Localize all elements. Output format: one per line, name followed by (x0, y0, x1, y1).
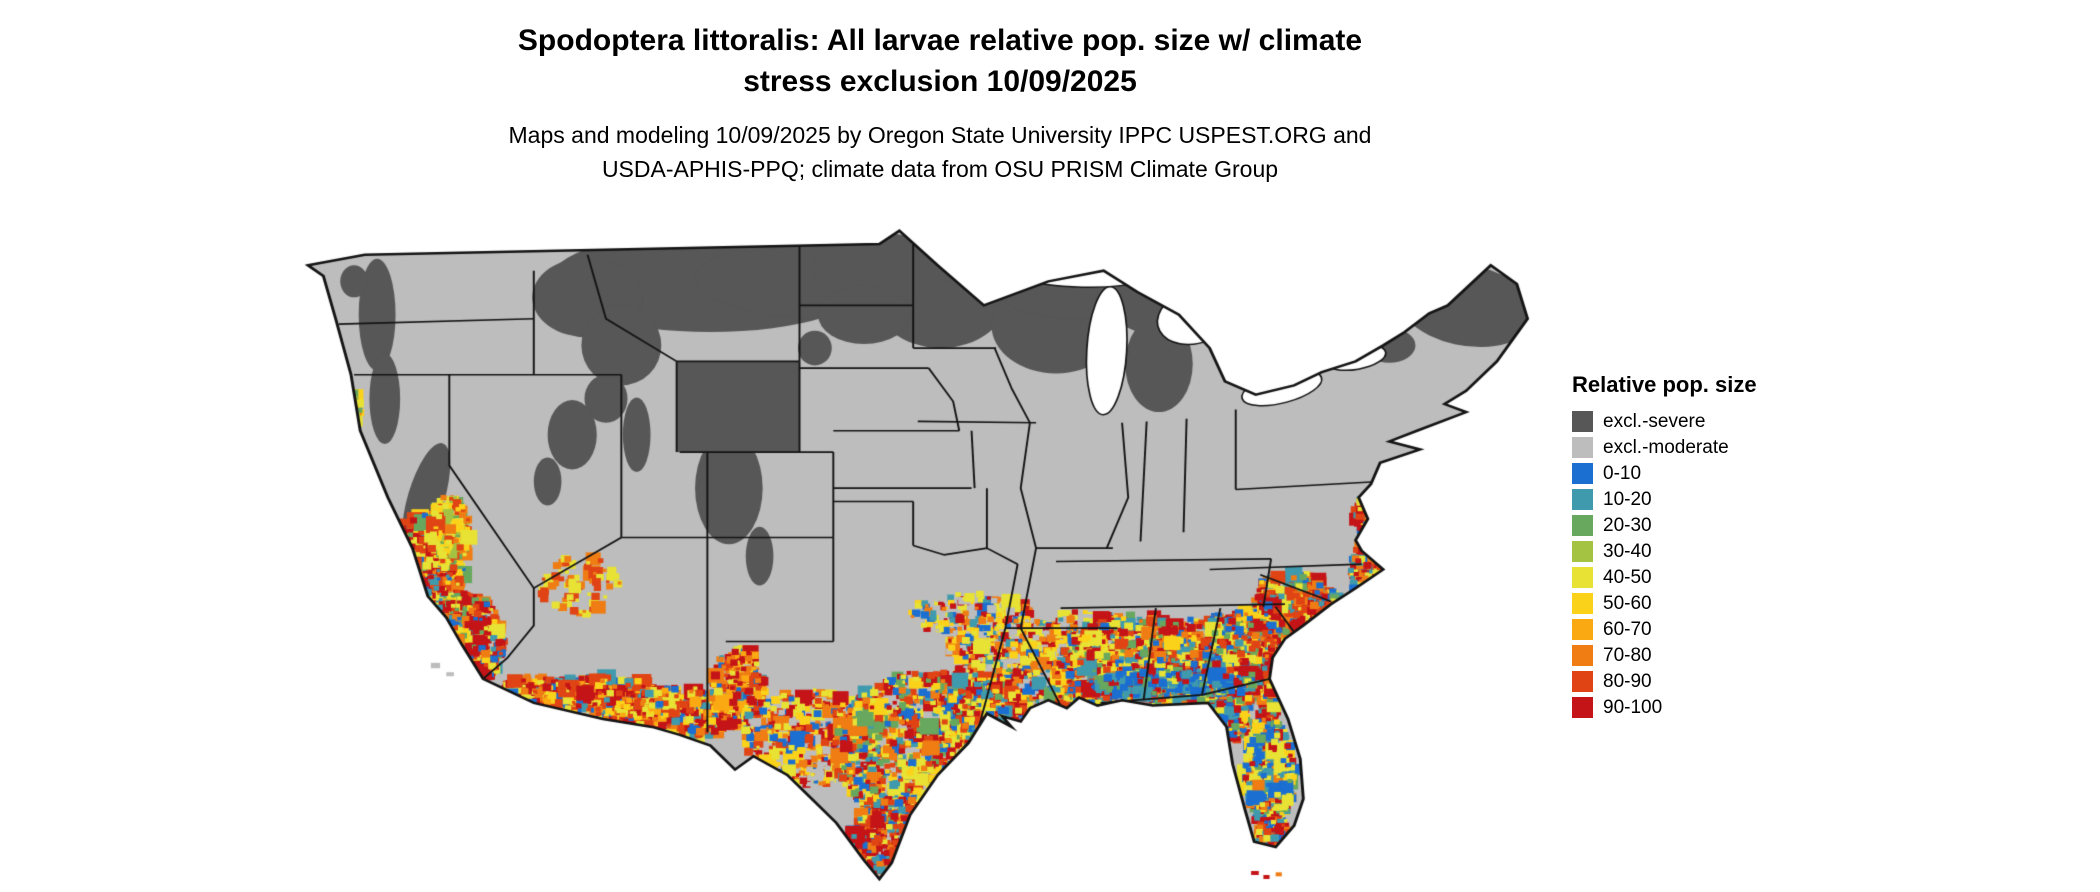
legend-item-0-10: 0-10 (1572, 460, 1757, 486)
legend-label: 80-90 (1603, 670, 1652, 692)
legend-swatch (1572, 566, 1593, 588)
legend-swatch (1572, 670, 1593, 692)
legend-items: excl.-severe excl.-moderate 0-10 10-20 20-30… (1572, 408, 1757, 720)
legend-item-50-60: 50-60 (1572, 590, 1757, 616)
legend-item-30-40: 30-40 (1572, 538, 1757, 564)
legend-label: 0-10 (1603, 462, 1642, 484)
legend-swatch (1572, 644, 1593, 666)
legend-item-20-30: 20-30 (1572, 512, 1757, 538)
map-subtitle-line2: USDA-APHIS-PPQ; climate data from OSU PR… (601, 156, 1279, 182)
legend-item-40-50: 40-50 (1572, 564, 1757, 590)
page-title: Spodoptera littoralis: All larvae relati… (330, 20, 1550, 102)
legend-title: Relative pop. size (1572, 372, 1757, 397)
legend-swatch (1572, 696, 1593, 718)
legend-label: excl.-moderate (1603, 436, 1729, 458)
map-title-line1: Spodoptera littoralis: All larvae relati… (517, 24, 1363, 57)
legend-label: 90-100 (1603, 696, 1663, 718)
legend-label: 60-70 (1603, 618, 1652, 640)
legend-swatch (1572, 488, 1593, 510)
legend: Relative pop. size excl.-severe excl.-mod… (1572, 372, 1757, 720)
legend-swatch (1572, 618, 1593, 640)
legend-label: 50-60 (1603, 592, 1652, 614)
map-subtitle-line1: Maps and modeling 10/09/2025 by Oregon S… (508, 122, 1372, 148)
map-subtitle: Maps and modeling 10/09/2025 by Oregon S… (230, 118, 1650, 186)
us-risk-map (304, 224, 1532, 886)
legend-label: excl.-severe (1603, 410, 1706, 432)
legend-swatch (1572, 514, 1593, 536)
legend-swatch (1572, 592, 1593, 614)
legend-label: 10-20 (1603, 488, 1652, 510)
legend-item-80-90: 80-90 (1572, 668, 1757, 694)
legend-swatch (1572, 436, 1593, 458)
legend-item-10-20: 10-20 (1572, 486, 1757, 512)
legend-item-90-100: 90-100 (1572, 694, 1757, 720)
legend-swatch (1572, 540, 1593, 562)
legend-item-70-80: 70-80 (1572, 642, 1757, 668)
legend-swatch (1572, 462, 1593, 484)
legend-label: 70-80 (1603, 644, 1652, 666)
legend-label: 40-50 (1603, 566, 1652, 588)
legend-item-60-70: 60-70 (1572, 616, 1757, 642)
legend-swatch (1572, 410, 1593, 432)
legend-label: 20-30 (1603, 514, 1652, 536)
legend-item-excl.-moderate: excl.-moderate (1572, 434, 1757, 460)
legend-label: 30-40 (1603, 540, 1652, 562)
legend-item-excl.-severe: excl.-severe (1572, 408, 1757, 434)
map-title-line2: stress exclusion 10/09/2025 (743, 65, 1137, 98)
